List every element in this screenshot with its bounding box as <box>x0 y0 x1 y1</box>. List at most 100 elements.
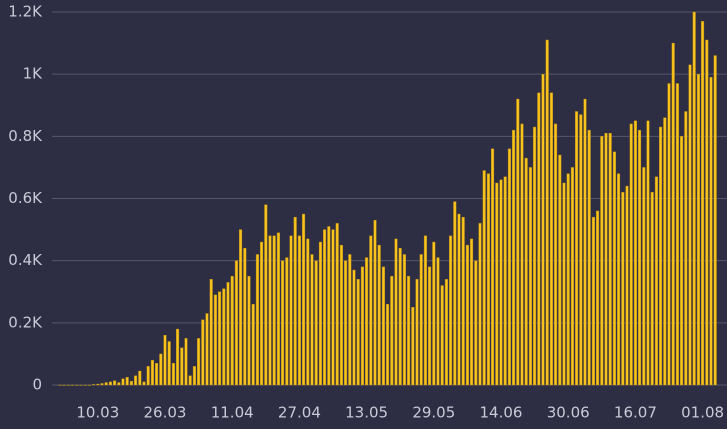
bar <box>591 216 595 386</box>
bar <box>213 294 217 386</box>
bar <box>659 126 663 386</box>
bar <box>646 120 650 386</box>
bar <box>390 276 394 386</box>
bar <box>218 291 222 386</box>
bar <box>507 148 511 386</box>
bar <box>163 335 167 386</box>
bar <box>66 384 70 386</box>
bar <box>377 244 381 386</box>
bar <box>352 269 356 386</box>
bar <box>281 260 285 386</box>
bar <box>575 111 579 386</box>
bar <box>453 201 457 386</box>
bar <box>150 359 154 386</box>
bar <box>306 238 310 386</box>
bar <box>276 232 280 386</box>
bar <box>323 229 327 386</box>
x-tick-label: 01.08 <box>681 404 724 422</box>
y-tick-label: 0.8K <box>8 127 43 145</box>
bar <box>75 384 79 386</box>
x-tick-label: 11.04 <box>211 404 254 422</box>
bar <box>554 123 558 386</box>
bar <box>654 176 658 386</box>
bar <box>524 157 528 386</box>
bar <box>268 235 272 386</box>
bar <box>209 279 213 386</box>
bar <box>629 123 633 386</box>
bar <box>302 213 306 386</box>
bar <box>398 248 402 386</box>
bar <box>625 185 629 386</box>
bar <box>596 210 600 386</box>
bar <box>642 167 646 386</box>
bar <box>541 73 545 386</box>
bar <box>142 381 146 386</box>
bar <box>180 347 184 386</box>
bar <box>701 21 705 386</box>
x-tick-label: 16.07 <box>614 404 657 422</box>
bar <box>197 338 201 386</box>
bar <box>604 133 608 386</box>
bar <box>79 384 83 386</box>
bar <box>638 129 642 386</box>
x-tick-label: 10.03 <box>76 404 119 422</box>
bar <box>692 11 696 386</box>
bar <box>465 244 469 386</box>
bar <box>461 216 465 386</box>
bar <box>255 254 259 386</box>
bar <box>58 384 62 386</box>
y-tick-label: 0.6K <box>8 189 43 207</box>
bar <box>486 173 490 386</box>
bar <box>415 279 419 386</box>
bar <box>381 266 385 386</box>
bar <box>709 77 713 386</box>
bar <box>684 111 688 386</box>
bar <box>117 382 121 386</box>
bar <box>617 173 621 386</box>
bar <box>533 126 537 386</box>
bar <box>608 133 612 386</box>
bar <box>314 260 318 386</box>
bar <box>407 276 411 386</box>
bar <box>512 129 516 386</box>
bar <box>222 288 226 386</box>
bar <box>125 377 129 386</box>
bar <box>339 244 343 386</box>
bar <box>251 303 255 386</box>
bar <box>104 382 108 386</box>
bar <box>612 151 616 386</box>
bar <box>675 83 679 386</box>
bar <box>705 39 709 386</box>
bar <box>549 92 553 386</box>
bar <box>243 248 247 386</box>
bar <box>411 307 415 386</box>
bar <box>226 282 230 386</box>
bar <box>234 260 238 386</box>
bar <box>129 381 133 386</box>
bar <box>650 192 654 386</box>
bar <box>230 276 234 386</box>
y-tick-label: 1.2K <box>8 3 43 21</box>
bar <box>491 148 495 386</box>
x-tick-label: 14.06 <box>480 404 523 422</box>
bar <box>239 229 243 386</box>
bar <box>402 254 406 386</box>
bar <box>428 266 432 386</box>
bar <box>272 235 276 386</box>
bar <box>587 129 591 386</box>
bar <box>671 42 675 386</box>
bar <box>285 257 289 386</box>
bar <box>188 375 192 386</box>
bar <box>289 235 293 386</box>
bar <box>633 120 637 386</box>
bar <box>516 98 520 386</box>
bar <box>327 226 331 386</box>
bar <box>138 370 142 386</box>
bar <box>108 381 112 386</box>
bar <box>96 383 100 386</box>
bar <box>264 204 268 386</box>
bar <box>192 366 196 386</box>
bar <box>201 319 205 386</box>
bar <box>159 353 163 386</box>
